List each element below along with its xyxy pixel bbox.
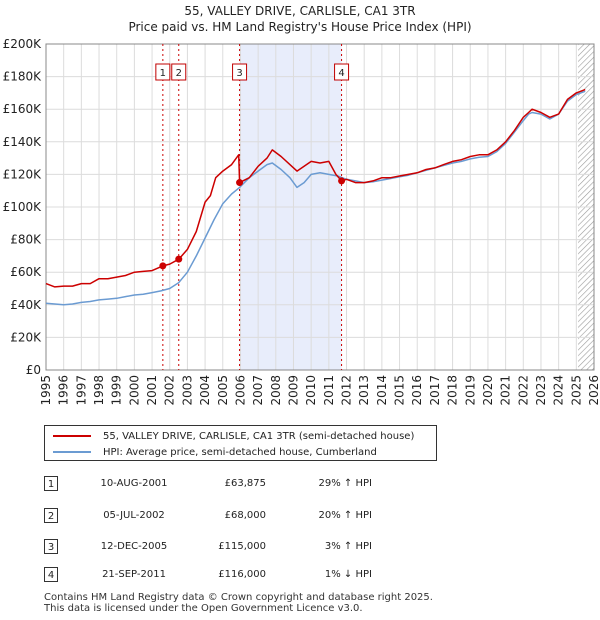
x-tick-label: 2012 (340, 375, 354, 406)
property-price-line (45, 88, 586, 288)
x-tick-label: 2026 (587, 375, 600, 406)
y-tick-label: £0 (26, 363, 41, 377)
sale-label-number: 4 (338, 68, 344, 79)
y-tick-label: £160K (3, 102, 43, 116)
x-tick-label: 2022 (516, 375, 530, 406)
transaction-hpi-diff: 29% ↑ HPI (318, 478, 372, 489)
x-tick-label: 2007 (251, 375, 265, 406)
plot-frame (45, 43, 595, 371)
transaction-number: 1 (44, 476, 58, 491)
x-tick-label: 2006 (233, 375, 247, 406)
transaction-date: 05-JUL-2002 (103, 510, 165, 521)
y-tick-label: £180K (3, 70, 43, 84)
x-tick-label: 2014 (375, 375, 389, 406)
transaction-price: £63,875 (224, 478, 266, 489)
y-tick-label: £60K (10, 265, 42, 279)
transaction-price: £115,000 (218, 541, 266, 552)
hpi-line (45, 90, 586, 306)
transaction-price: £116,000 (218, 569, 266, 580)
legend-swatch-property (53, 435, 91, 437)
transaction-date: 12-DEC-2005 (100, 541, 168, 552)
x-tick-label: 1995 (39, 375, 53, 406)
transaction-row: 4 21-SEP-2011 £116,000 1% ↓ HPI (44, 567, 444, 585)
sale-label-number: 2 (176, 68, 182, 79)
chart-title-address: 55, VALLEY DRIVE, CARLISLE, CA1 3TR (184, 4, 416, 18)
legend-swatch-hpi (53, 451, 91, 453)
x-tick-label: 2018 (446, 375, 460, 406)
x-tick-label: 2017 (428, 375, 442, 406)
x-tick-label: 2023 (534, 375, 548, 406)
x-tick-label: 2024 (552, 375, 566, 406)
legend-label-property: 55, VALLEY DRIVE, CARLISLE, CA1 3TR (sem… (103, 430, 415, 442)
x-tick-label: 1997 (74, 375, 88, 406)
x-tick-label: 2000 (127, 375, 141, 406)
transaction-date: 21-SEP-2011 (102, 569, 166, 580)
chart-legend: 55, VALLEY DRIVE, CARLISLE, CA1 3TR (sem… (44, 425, 437, 461)
x-tick-label: 2013 (357, 375, 371, 406)
x-tick-label: 2011 (322, 375, 336, 406)
x-tick-label: 2004 (198, 375, 212, 406)
y-tick-label: £100K (3, 200, 43, 214)
footer-license: This data is licensed under the Open Gov… (44, 603, 363, 614)
sale-point (236, 179, 244, 187)
x-tick-label: 2025 (569, 375, 583, 406)
x-tick-label: 2015 (393, 375, 407, 406)
y-tick-label: £20K (10, 330, 42, 344)
sale-label-box (334, 63, 350, 81)
legend-item-property: 55, VALLEY DRIVE, CARLISLE, CA1 3TR (sem… (53, 428, 414, 444)
x-tick-label: 2008 (269, 375, 283, 406)
transaction-row: 2 05-JUL-2002 £68,000 20% ↑ HPI (44, 508, 444, 526)
footer-copyright: Contains HM Land Registry data © Crown c… (44, 592, 433, 603)
legend-label-hpi: HPI: Average price, semi-detached house,… (103, 446, 377, 458)
x-tick-label: 2002 (163, 375, 177, 406)
x-tick-label: 2010 (304, 375, 318, 406)
chart-subtitle: Price paid vs. HM Land Registry's House … (128, 20, 472, 34)
x-tick-label: 1998 (92, 375, 106, 406)
y-tick-label: £200K (3, 37, 43, 51)
x-tick-label: 1996 (57, 375, 71, 406)
x-tick-label: 2021 (499, 375, 513, 406)
sale-point (159, 262, 167, 270)
x-tick-label: 2020 (481, 375, 495, 406)
transaction-number: 4 (44, 567, 58, 582)
sale-label-box (232, 63, 248, 81)
x-tick-label: 1999 (110, 375, 124, 406)
transaction-number: 3 (44, 539, 58, 554)
x-tick-label: 2009 (286, 375, 300, 406)
x-tick-label: 2003 (180, 375, 194, 406)
transaction-row: 1 10-AUG-2001 £63,875 29% ↑ HPI (44, 476, 444, 494)
sale-point (175, 255, 183, 263)
sale-label-box (171, 63, 187, 81)
x-tick-label: 2019 (463, 375, 477, 406)
sale-point (338, 177, 346, 185)
y-tick-label: £140K (3, 135, 43, 149)
transaction-hpi-diff: 3% ↑ HPI (324, 541, 372, 552)
x-tick-label: 2016 (410, 375, 424, 406)
transaction-hpi-diff: 1% ↓ HPI (324, 569, 372, 580)
transaction-date: 10-AUG-2001 (100, 478, 168, 489)
transaction-row: 3 12-DEC-2005 £115,000 3% ↑ HPI (44, 539, 444, 557)
y-tick-label: £120K (3, 167, 43, 181)
sale-label-number: 1 (160, 68, 166, 79)
x-tick-label: 2001 (145, 375, 159, 406)
y-tick-label: £40K (10, 298, 42, 312)
transaction-number: 2 (44, 508, 58, 523)
transaction-price: £68,000 (224, 510, 266, 521)
sale-label-number: 3 (236, 68, 242, 79)
transaction-hpi-diff: 20% ↑ HPI (318, 510, 372, 521)
y-tick-label: £80K (10, 233, 42, 247)
x-tick-label: 2005 (216, 375, 230, 406)
legend-item-hpi: HPI: Average price, semi-detached house,… (53, 444, 377, 460)
sale-label-box (155, 63, 171, 81)
